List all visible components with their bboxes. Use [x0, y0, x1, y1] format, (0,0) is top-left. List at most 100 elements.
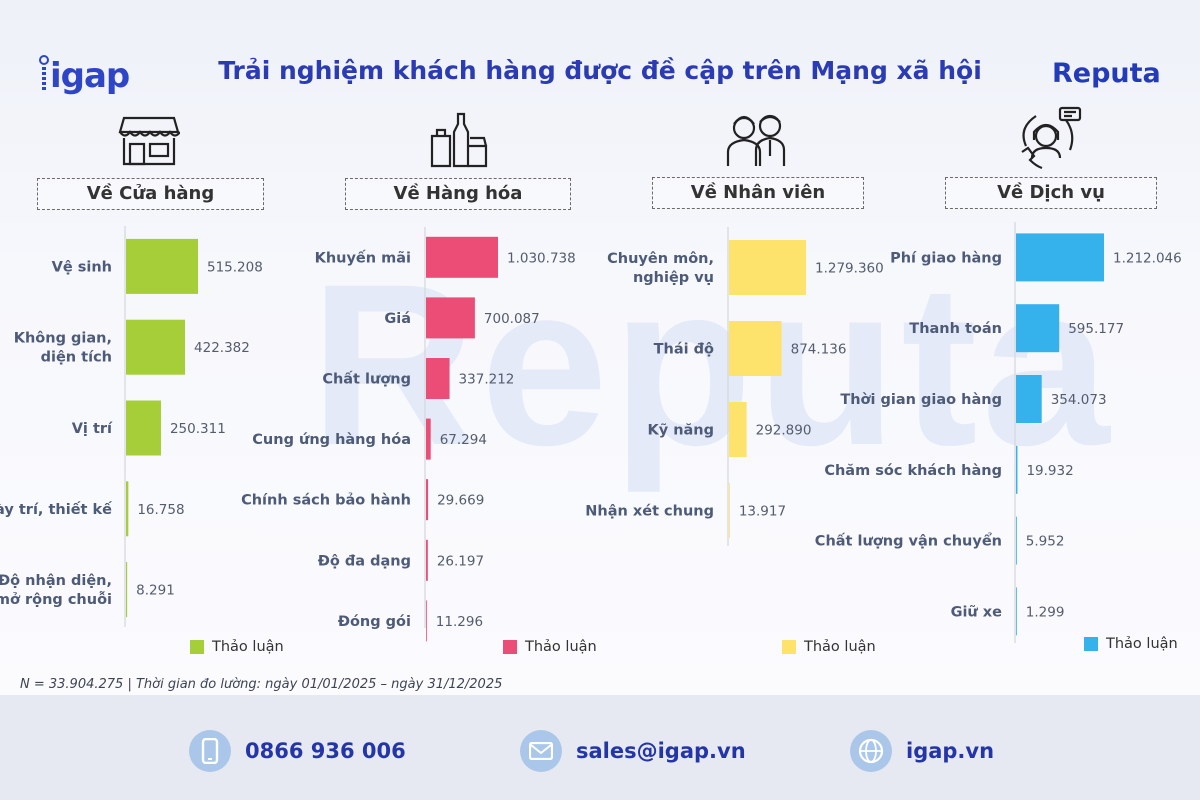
- value-label: 595.177: [1068, 321, 1124, 337]
- value-label: 8.291: [136, 583, 175, 599]
- value-label: 29.669: [437, 493, 484, 509]
- value-label: 16.758: [137, 502, 184, 518]
- category-label: Thanh toán: [909, 321, 1002, 337]
- bar: [126, 562, 128, 618]
- category-label: Phí giao hàng: [890, 250, 1002, 266]
- value-label: 1.030.738: [507, 250, 576, 266]
- bar: [1016, 233, 1104, 282]
- category-label: Đóng gói: [338, 614, 411, 630]
- website-url[interactable]: igap.vn: [906, 739, 995, 763]
- legend-swatch-green: [190, 640, 204, 654]
- bar: [729, 402, 747, 457]
- email-address[interactable]: sales@igap.vn: [576, 739, 746, 763]
- igap-wordmark: igap: [50, 56, 130, 96]
- value-label: 1.299: [1026, 604, 1065, 620]
- infographic-background: [0, 0, 1200, 695]
- groceries-icon: [430, 112, 488, 168]
- category-label: Không gian, diện tích: [14, 331, 112, 366]
- legend-staff: Thảo luận: [782, 637, 876, 657]
- phone-number[interactable]: 0866 936 006: [245, 739, 406, 763]
- value-label: 292.890: [756, 423, 812, 439]
- globe-icon: [850, 730, 892, 772]
- bar: [1016, 375, 1042, 423]
- value-label: 11.296: [436, 614, 483, 630]
- category-label: Cung ứng hàng hóa: [252, 432, 411, 448]
- bar: [426, 539, 428, 581]
- category-label: Chất lượng: [322, 371, 411, 388]
- legend-swatch-pink: [503, 640, 517, 654]
- bar: [729, 483, 730, 538]
- category-title-service: Về Dịch vụ: [945, 177, 1157, 209]
- value-label: 700.087: [484, 311, 540, 327]
- phone-icon: [189, 730, 231, 772]
- category-label: Nhận xét chung: [585, 504, 714, 520]
- value-label: 67.294: [440, 432, 487, 448]
- category-label: Độ nhận diện, mở rộng chuỗi: [0, 573, 112, 608]
- bar: [126, 400, 161, 456]
- value-label: 515.208: [207, 259, 263, 275]
- category-label: Chính sách bảo hành: [241, 493, 411, 509]
- legend-store: Thảo luận: [190, 637, 284, 657]
- bar: [426, 479, 429, 521]
- category-title-staff: Về Nhân viên: [652, 177, 864, 209]
- bar: [729, 321, 782, 376]
- value-label: 337.212: [459, 372, 515, 388]
- reputa-logo: Reputa: [1052, 58, 1161, 89]
- category-label: Thái độ: [654, 342, 714, 358]
- legend-label: Thảo luận: [212, 639, 284, 655]
- category-label: Giữ xe: [951, 604, 1003, 620]
- category-label: Khuyến mãi: [315, 249, 411, 266]
- value-label: 1.279.360: [815, 261, 884, 277]
- staff-icon: [726, 114, 786, 166]
- bar: [426, 358, 450, 399]
- website-contact[interactable]: igap.vn: [850, 730, 994, 772]
- bar: [1016, 304, 1060, 353]
- value-label: 26.197: [437, 553, 484, 569]
- bar: [126, 238, 198, 294]
- bar: [426, 236, 498, 278]
- legend-goods: Thảo luận: [503, 637, 597, 657]
- category-label: Chuyên môn, nghiệp vụ: [607, 251, 714, 286]
- page-title: Trải nghiệm khách hàng được đề cập trên …: [218, 56, 982, 85]
- value-label: 354.073: [1051, 392, 1107, 408]
- category-title-store: Về Cửa hàng: [37, 178, 264, 210]
- category-title-goods: Về Hàng hóa: [345, 178, 571, 210]
- category-label: Thời gian giao hàng: [840, 392, 1002, 408]
- footnote: N = 33.904.275 | Thời gian đo lường: ngà…: [20, 677, 503, 692]
- category-label: Độ đa dạng: [318, 553, 411, 569]
- email-contact[interactable]: sales@igap.vn: [520, 730, 746, 772]
- bar: [1016, 516, 1017, 565]
- bar: [426, 600, 427, 642]
- category-label: Vệ sinh: [52, 259, 112, 275]
- category-label: Kỹ năng: [647, 423, 714, 439]
- customer-support-icon: [1021, 106, 1082, 170]
- value-label: 5.952: [1026, 534, 1065, 550]
- legend-label: Thảo luận: [1106, 636, 1178, 652]
- legend-label: Thảo luận: [525, 639, 597, 655]
- bar: [426, 297, 475, 339]
- legend-swatch-yellow: [782, 640, 796, 654]
- storefront-icon: [118, 116, 180, 166]
- phone-contact[interactable]: 0866 936 006: [189, 730, 406, 772]
- bar: [1016, 587, 1017, 636]
- email-icon: [520, 730, 562, 772]
- bar: [126, 481, 129, 537]
- category-label: Bày trí, thiết kế: [0, 501, 112, 518]
- bar-charts: Vệ sinh 515.208 Không gian, diện tích 422.38…: [0, 222, 1182, 643]
- value-label: 874.136: [791, 342, 847, 358]
- legend-label: Thảo luận: [804, 639, 876, 655]
- category-label: Vị trí: [72, 421, 113, 437]
- category-label: Chăm sóc khách hàng: [824, 463, 1002, 479]
- igap-logo: igap: [36, 52, 130, 102]
- category-label: Giá: [384, 311, 411, 327]
- value-label: 1.212.046: [1113, 250, 1182, 266]
- value-label: 422.382: [194, 340, 250, 356]
- value-label: 250.311: [170, 421, 226, 437]
- legend-service: Thảo luận: [1084, 634, 1178, 654]
- bar: [126, 319, 186, 375]
- category-label: Chất lượng vận chuyển: [815, 533, 1002, 550]
- value-label: 13.917: [739, 504, 786, 520]
- value-label: 19.932: [1026, 463, 1073, 479]
- bar: [729, 240, 806, 295]
- bar: [1016, 445, 1018, 494]
